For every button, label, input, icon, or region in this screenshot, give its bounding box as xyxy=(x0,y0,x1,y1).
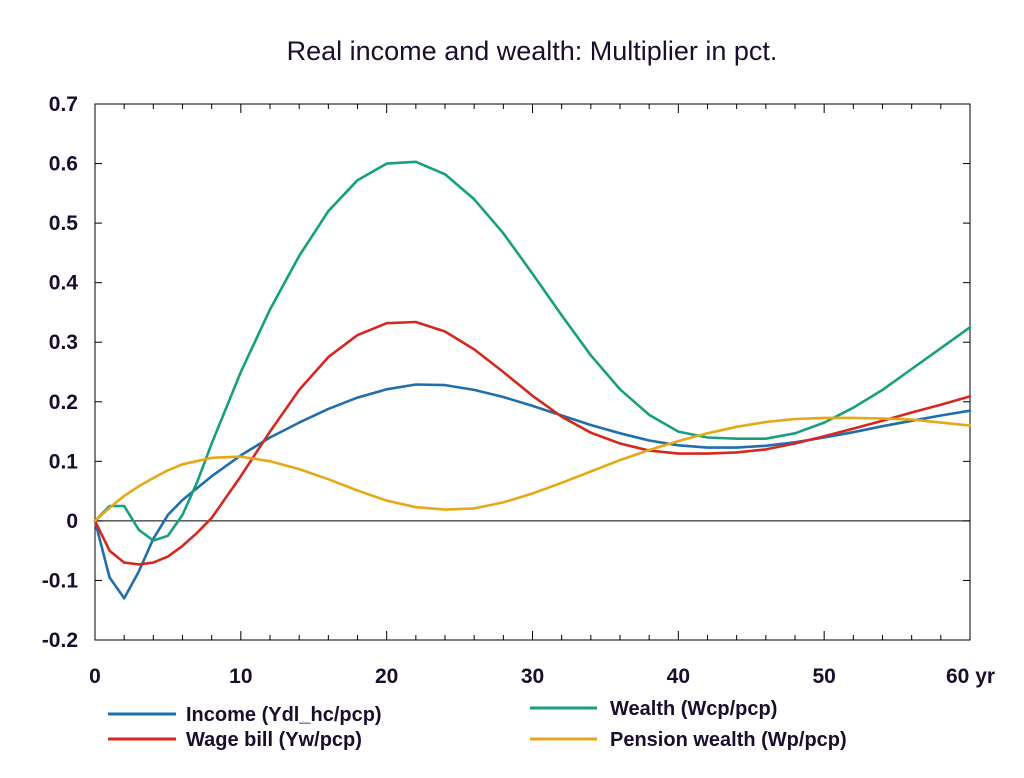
x-tick-label: 10 xyxy=(229,665,252,688)
x-tick-label: 40 xyxy=(667,665,690,688)
series-line xyxy=(93,320,972,566)
y-tick-label: 0.6 xyxy=(49,153,78,176)
x-tick-label: 0 xyxy=(89,665,101,688)
y-tick-label: 0.2 xyxy=(49,391,78,414)
legend-label: Wage bill (Yw/pcp) xyxy=(186,729,362,751)
series-line xyxy=(93,416,972,523)
y-tick-label: 0.5 xyxy=(49,212,79,235)
x-tick-label: 50 xyxy=(812,665,835,688)
plot-frame xyxy=(94,103,971,641)
x-tick-label: 60 yr xyxy=(946,665,995,688)
x-tick-label: 30 xyxy=(521,665,544,688)
legend-label: Income (Ydl_hc/pcp) xyxy=(186,704,382,726)
legend: Income (Ydl_hc/pcp) Wealth (Wcp/pcp) Wage … xyxy=(108,698,847,751)
series-line xyxy=(93,160,972,542)
y-tick-label: -0.1 xyxy=(42,569,79,592)
y-tick-label: -0.2 xyxy=(42,629,78,652)
y-tick-label: 0.4 xyxy=(49,272,79,295)
y-tick-label: 0 xyxy=(66,510,78,533)
legend-label: Pension wealth (Wp/pcp) xyxy=(610,729,847,751)
y-tick-label: 0.3 xyxy=(49,331,78,354)
x-tick-label: 20 xyxy=(375,665,398,688)
y-tick-label: 0.1 xyxy=(49,450,79,473)
chart-title: Real income and wealth: Multiplier in pc… xyxy=(287,36,778,66)
y-tick-label: 0.7 xyxy=(49,93,78,116)
series-lines xyxy=(93,160,972,600)
axes: -0.2 -0.1 0 0.1 0.2 0.3 0.4 0.5 0.6 0.7 0 10 20 30 40 5… xyxy=(42,93,995,688)
legend-label: Wealth (Wcp/pcp) xyxy=(610,698,777,720)
